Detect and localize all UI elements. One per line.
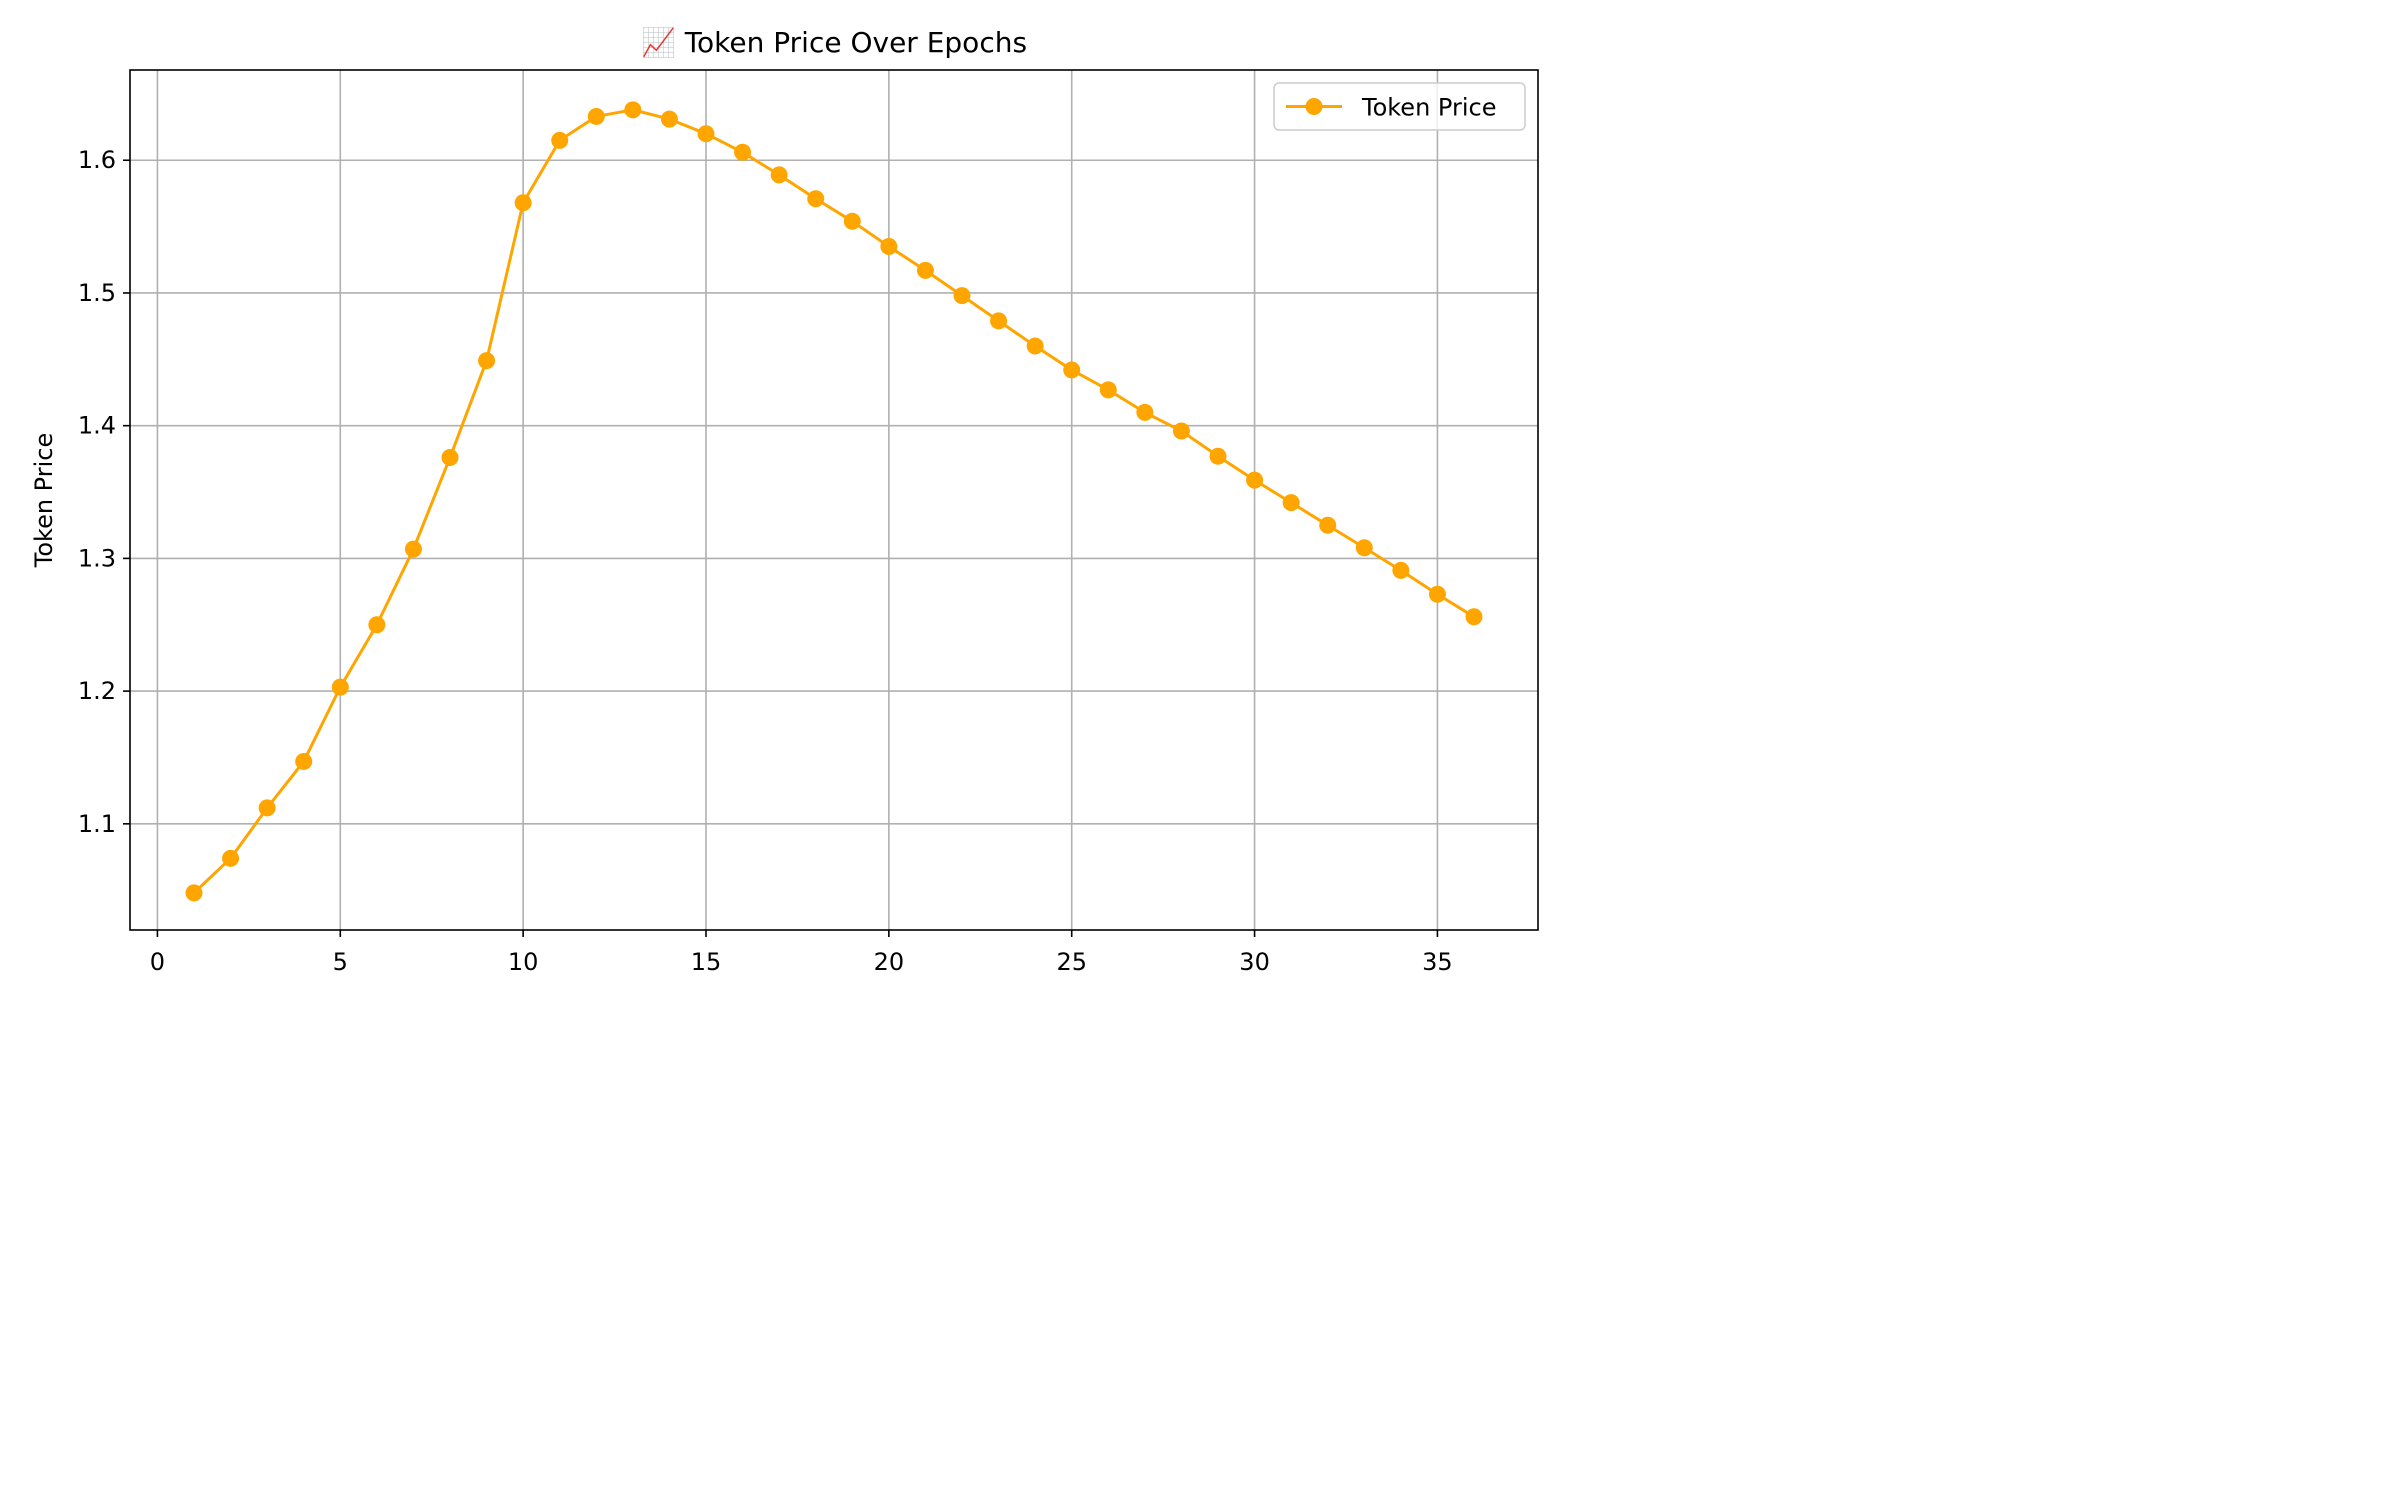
data-point <box>331 678 349 696</box>
data-point <box>734 143 752 161</box>
data-point <box>624 101 642 119</box>
data-point <box>404 540 422 558</box>
data-point <box>953 287 971 305</box>
data-point <box>916 261 934 279</box>
data-point <box>1209 447 1227 465</box>
chart-container: 0 5 10 15 20 25 30 35 1.1 1.2 1.3 1.4 1.5 1.6 📈 Token… <box>0 0 1568 980</box>
data-point <box>1063 361 1081 379</box>
y-tick-label: 1.6 <box>78 146 116 174</box>
series-layer <box>185 101 1483 902</box>
y-tick-label: 1.1 <box>78 810 116 838</box>
axis-ticks: 0 5 10 15 20 25 30 35 1.1 1.2 1.3 1.4 1.5 1.6 <box>78 146 1453 976</box>
data-point <box>441 449 459 467</box>
data-point <box>990 312 1008 330</box>
legend-marker-swatch <box>1305 98 1323 115</box>
y-axis-label: Token Price <box>30 433 58 568</box>
data-point <box>807 190 825 208</box>
data-point <box>880 238 898 256</box>
data-point <box>1355 539 1373 557</box>
data-point <box>551 131 569 149</box>
data-point <box>1428 585 1446 603</box>
grid-lines <box>130 70 1538 930</box>
line-chart: 0 5 10 15 20 25 30 35 1.1 1.2 1.3 1.4 1.5 1.6 📈 Token… <box>0 0 1568 980</box>
y-tick-label: 1.3 <box>78 544 116 572</box>
data-point <box>770 166 788 184</box>
legend-label: Token Price <box>1361 94 1496 122</box>
data-point <box>368 616 386 634</box>
y-tick-label: 1.4 <box>78 412 116 440</box>
data-point <box>843 212 861 230</box>
data-point <box>1136 403 1154 421</box>
figure-background <box>0 0 1568 980</box>
data-point <box>478 352 496 370</box>
x-tick-label: 35 <box>1422 948 1453 976</box>
x-tick-label: 30 <box>1239 948 1270 976</box>
data-point <box>295 752 313 770</box>
data-point <box>1026 337 1044 355</box>
y-tick-label: 1.2 <box>78 677 116 705</box>
data-point <box>587 107 605 125</box>
x-tick-label: 20 <box>874 948 905 976</box>
data-point <box>1319 516 1337 534</box>
x-tick-label: 25 <box>1056 948 1087 976</box>
data-point <box>1392 561 1410 579</box>
y-tick-label: 1.5 <box>78 279 116 307</box>
data-point <box>1246 471 1264 489</box>
x-tick-label: 10 <box>508 948 539 976</box>
legend: Token Price <box>1273 82 1526 131</box>
chart-title: 📈 Token Price Over Epochs <box>641 26 1027 59</box>
x-tick-label: 15 <box>691 948 722 976</box>
data-point <box>222 849 240 867</box>
x-tick-label: 5 <box>333 948 348 976</box>
data-point <box>1282 494 1300 512</box>
data-point <box>185 884 203 902</box>
data-point <box>1099 381 1117 399</box>
data-point <box>514 194 532 212</box>
data-point <box>697 125 715 143</box>
data-point <box>660 110 678 128</box>
plot-frame <box>129 69 1539 931</box>
data-point <box>1172 422 1190 440</box>
legend-box <box>1273 82 1526 131</box>
data-point <box>1465 608 1483 626</box>
x-tick-label: 0 <box>150 948 165 976</box>
data-point <box>258 799 276 817</box>
